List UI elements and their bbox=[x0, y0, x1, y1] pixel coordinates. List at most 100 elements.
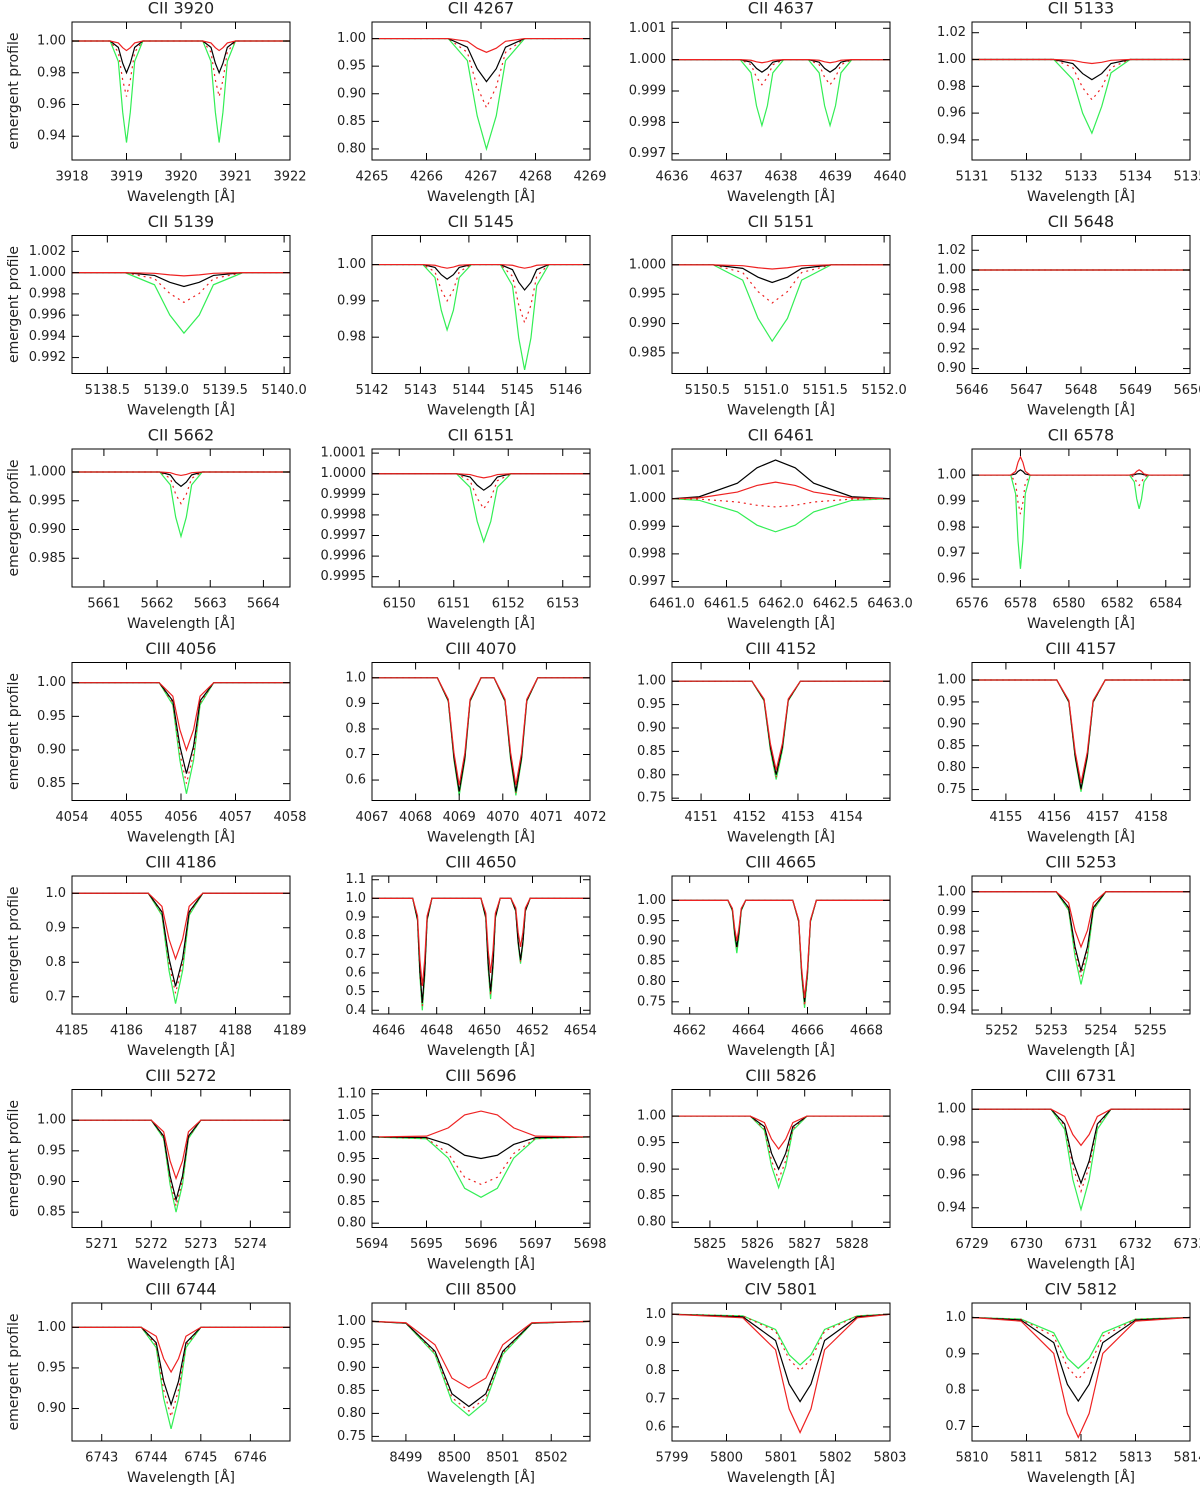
profile-line bbox=[72, 1326, 290, 1407]
x-tick-label: 5150.5 bbox=[685, 383, 731, 398]
profile-line bbox=[672, 899, 890, 1002]
y-tick-label: 1.0 bbox=[945, 1310, 966, 1325]
profile-line bbox=[72, 272, 290, 288]
x-tick-label: 5252 bbox=[985, 1024, 1018, 1039]
profile-line bbox=[972, 58, 1190, 81]
y-tick-label: 0.95 bbox=[637, 697, 666, 712]
x-tick-label: 4054 bbox=[55, 810, 88, 825]
profile-line bbox=[672, 1313, 890, 1372]
x-tick-label: 4664 bbox=[732, 1024, 765, 1039]
y-tick-label: 0.5 bbox=[345, 984, 366, 999]
y-tick-label: 1.05 bbox=[337, 1108, 366, 1123]
x-tick-label: 5273 bbox=[184, 1237, 217, 1252]
y-tick-label: 1.0 bbox=[45, 886, 66, 901]
x-tick-label: 5803 bbox=[873, 1451, 906, 1466]
panel-title: CII 5662 bbox=[148, 426, 214, 445]
y-tick-label: 1.0 bbox=[345, 891, 366, 906]
y-tick-label: 1.00 bbox=[937, 1102, 966, 1117]
profile-line bbox=[372, 37, 590, 152]
profile-line bbox=[72, 272, 290, 304]
profile-line bbox=[372, 1320, 590, 1417]
panel-title: CIII 4152 bbox=[745, 639, 816, 658]
x-tick-label: 5142 bbox=[355, 383, 388, 398]
y-tick-label: 0.96 bbox=[37, 97, 66, 112]
y-tick-label: 0.8 bbox=[945, 1383, 966, 1398]
y-tick-label: 0.90 bbox=[337, 1173, 366, 1188]
panel-title: CIII 4157 bbox=[1045, 639, 1116, 658]
x-tick-label: 6461.0 bbox=[649, 597, 695, 612]
x-tick-label: 5695 bbox=[410, 1237, 443, 1252]
x-tick-label: 4056 bbox=[164, 810, 197, 825]
x-axis-label: Wavelength [Å] bbox=[127, 188, 235, 205]
x-tick-label: 4189 bbox=[273, 1024, 306, 1039]
x-tick-label: 5828 bbox=[836, 1237, 869, 1252]
x-tick-label: 5144 bbox=[452, 383, 485, 398]
y-tick-label: 1.00 bbox=[37, 1320, 66, 1335]
y-tick-label: 1.001 bbox=[629, 464, 666, 479]
x-tick-label: 8501 bbox=[486, 1451, 519, 1466]
y-tick-label: 1.0 bbox=[345, 670, 366, 685]
x-tick-label: 5138.5 bbox=[85, 383, 131, 398]
profile-line bbox=[972, 469, 1190, 476]
panel-title: CIV 5812 bbox=[1045, 1280, 1118, 1299]
y-tick-label: 0.94 bbox=[37, 129, 66, 144]
y-tick-label: 1.00 bbox=[337, 1314, 366, 1329]
profile-line bbox=[972, 474, 1190, 569]
y-tick-label: 0.985 bbox=[629, 345, 666, 360]
plot-frame bbox=[371, 235, 591, 374]
y-tick-label: 0.9 bbox=[345, 910, 366, 925]
profile-line bbox=[72, 892, 290, 1004]
profile-line bbox=[372, 897, 590, 1011]
y-tick-label: 1.00 bbox=[637, 1109, 666, 1124]
y-tick-label: 0.8 bbox=[345, 928, 366, 943]
profile-line bbox=[672, 680, 890, 780]
y-tick-label: 0.95 bbox=[337, 1337, 366, 1352]
profile-line bbox=[672, 680, 890, 775]
x-tick-label: 5146 bbox=[549, 383, 582, 398]
profile-line bbox=[972, 679, 1190, 790]
profile-line bbox=[72, 892, 290, 987]
y-tick-label: 0.98 bbox=[937, 1135, 966, 1150]
x-tick-label: 6732 bbox=[1119, 1237, 1152, 1252]
x-tick-label: 4652 bbox=[516, 1024, 549, 1039]
profile-line bbox=[972, 1316, 1190, 1403]
x-tick-label: 5800 bbox=[710, 1451, 743, 1466]
x-tick-label: 5133 bbox=[1064, 170, 1097, 185]
profile-line bbox=[72, 471, 290, 539]
panel-title: CIII 5253 bbox=[1045, 853, 1116, 872]
profile-line bbox=[972, 58, 1190, 135]
y-tick-label: 1.00 bbox=[637, 893, 666, 908]
y-tick-label: 0.9 bbox=[645, 1335, 666, 1350]
x-tick-label: 8500 bbox=[438, 1451, 471, 1466]
x-tick-label: 6730 bbox=[1010, 1237, 1043, 1252]
plot-frame bbox=[971, 662, 1191, 801]
y-tick-label: 0.85 bbox=[337, 1194, 366, 1209]
x-tick-label: 5139.0 bbox=[144, 383, 190, 398]
y-tick-label: 0.9996 bbox=[321, 549, 367, 564]
y-tick-label: 0.80 bbox=[937, 760, 966, 775]
y-tick-label: 0.6 bbox=[345, 965, 366, 980]
y-tick-label: 1.00 bbox=[937, 52, 966, 67]
y-tick-label: 0.80 bbox=[337, 1406, 366, 1421]
x-tick-label: 4152 bbox=[733, 810, 766, 825]
x-tick-label: 6744 bbox=[135, 1451, 168, 1466]
y-tick-label: 1.00 bbox=[37, 1113, 66, 1128]
panel-title: CIII 5272 bbox=[145, 1066, 216, 1085]
profile-line bbox=[72, 40, 290, 97]
y-tick-label: 0.95 bbox=[337, 59, 366, 74]
x-tick-label: 5802 bbox=[819, 1451, 852, 1466]
x-tick-label: 5272 bbox=[135, 1237, 168, 1252]
x-tick-label: 5814 bbox=[1173, 1451, 1200, 1466]
y-tick-label: 1.00 bbox=[37, 675, 66, 690]
y-tick-label: 1.00 bbox=[337, 1129, 366, 1144]
y-tick-label: 1.000 bbox=[29, 465, 66, 480]
y-tick-label: 1.02 bbox=[937, 25, 966, 40]
x-tick-label: 4639 bbox=[819, 170, 852, 185]
x-tick-label: 5139.5 bbox=[202, 383, 248, 398]
x-axis-label: Wavelength [Å] bbox=[1027, 188, 1135, 205]
x-axis-label: Wavelength [Å] bbox=[727, 615, 835, 632]
x-tick-label: 3922 bbox=[273, 170, 306, 185]
plot-frame bbox=[71, 875, 291, 1015]
y-tick-label: 0.7 bbox=[45, 989, 66, 1004]
x-tick-label: 6153 bbox=[546, 597, 579, 612]
